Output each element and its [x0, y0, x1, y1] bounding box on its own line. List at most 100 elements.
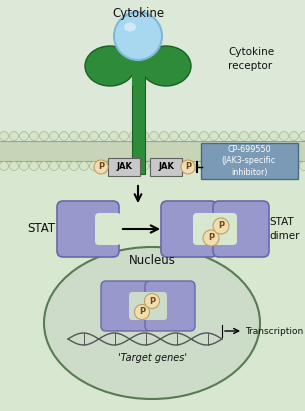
Circle shape: [80, 132, 88, 141]
Circle shape: [99, 162, 109, 171]
FancyBboxPatch shape: [211, 213, 237, 245]
Circle shape: [89, 162, 99, 171]
Circle shape: [99, 132, 109, 141]
FancyBboxPatch shape: [145, 281, 195, 331]
Text: P: P: [139, 307, 145, 316]
Text: JAK: JAK: [116, 162, 132, 171]
FancyBboxPatch shape: [129, 292, 151, 320]
Circle shape: [40, 132, 48, 141]
Circle shape: [289, 132, 299, 141]
Circle shape: [130, 162, 138, 171]
Circle shape: [70, 162, 78, 171]
Circle shape: [260, 162, 268, 171]
Text: 'Target genes': 'Target genes': [117, 353, 186, 363]
Circle shape: [220, 132, 228, 141]
Circle shape: [279, 132, 289, 141]
Circle shape: [249, 162, 259, 171]
Bar: [0, 141, 305, 161]
Circle shape: [59, 162, 69, 171]
Text: P: P: [149, 296, 155, 305]
Circle shape: [270, 162, 278, 171]
Circle shape: [279, 162, 289, 171]
Text: Nucleus: Nucleus: [129, 254, 175, 267]
Circle shape: [229, 132, 239, 141]
Circle shape: [145, 293, 160, 309]
Circle shape: [249, 132, 259, 141]
Circle shape: [120, 162, 128, 171]
Circle shape: [49, 132, 59, 141]
Circle shape: [229, 162, 239, 171]
Circle shape: [80, 162, 88, 171]
Circle shape: [120, 132, 128, 141]
Circle shape: [203, 230, 219, 246]
Circle shape: [114, 12, 162, 60]
Circle shape: [189, 132, 199, 141]
Circle shape: [59, 132, 69, 141]
FancyBboxPatch shape: [193, 213, 219, 245]
Text: Cytokine: Cytokine: [112, 7, 164, 20]
Circle shape: [30, 162, 38, 171]
Circle shape: [180, 162, 188, 171]
Circle shape: [94, 160, 108, 174]
Circle shape: [170, 162, 178, 171]
Circle shape: [30, 132, 38, 141]
Circle shape: [109, 162, 119, 171]
Text: STAT: STAT: [27, 222, 55, 236]
Circle shape: [139, 162, 149, 171]
Circle shape: [270, 132, 278, 141]
Ellipse shape: [85, 46, 135, 86]
Circle shape: [170, 132, 178, 141]
Circle shape: [239, 132, 249, 141]
Circle shape: [149, 162, 159, 171]
Circle shape: [289, 162, 299, 171]
Circle shape: [160, 132, 168, 141]
Circle shape: [130, 132, 138, 141]
Circle shape: [239, 162, 249, 171]
Text: P: P: [208, 233, 214, 242]
FancyBboxPatch shape: [150, 158, 182, 176]
Circle shape: [210, 132, 218, 141]
FancyBboxPatch shape: [108, 158, 140, 176]
Circle shape: [9, 162, 19, 171]
Bar: [132, 41, 145, 174]
FancyBboxPatch shape: [201, 143, 298, 179]
Circle shape: [213, 218, 229, 234]
Circle shape: [70, 132, 78, 141]
Ellipse shape: [44, 247, 260, 399]
Circle shape: [260, 132, 268, 141]
FancyBboxPatch shape: [95, 213, 121, 245]
Circle shape: [89, 132, 99, 141]
Circle shape: [20, 162, 28, 171]
Circle shape: [149, 132, 159, 141]
Circle shape: [300, 132, 305, 141]
Circle shape: [0, 162, 9, 171]
Circle shape: [189, 162, 199, 171]
Circle shape: [220, 162, 228, 171]
FancyBboxPatch shape: [101, 281, 151, 331]
Text: CP-699550
(JAK3-specific
inhibitor): CP-699550 (JAK3-specific inhibitor): [222, 145, 276, 177]
Ellipse shape: [141, 46, 191, 86]
FancyBboxPatch shape: [57, 201, 119, 257]
Text: P: P: [185, 162, 191, 171]
Text: Cytokine
receptor: Cytokine receptor: [228, 47, 274, 71]
Bar: [132, 36, 145, 86]
Circle shape: [9, 132, 19, 141]
Circle shape: [0, 132, 9, 141]
Bar: [0, 141, 305, 411]
Circle shape: [181, 160, 195, 174]
Text: Transcription: Transcription: [245, 326, 303, 335]
Circle shape: [139, 132, 149, 141]
Circle shape: [40, 162, 48, 171]
Circle shape: [210, 162, 218, 171]
Circle shape: [49, 162, 59, 171]
Circle shape: [199, 132, 209, 141]
Ellipse shape: [124, 23, 136, 32]
FancyBboxPatch shape: [145, 292, 167, 320]
Text: P: P: [98, 162, 104, 171]
Circle shape: [300, 162, 305, 171]
Circle shape: [135, 305, 149, 319]
Text: STAT
dimer: STAT dimer: [269, 217, 300, 240]
Text: JAK: JAK: [158, 162, 174, 171]
Text: P: P: [218, 222, 224, 231]
Circle shape: [109, 132, 119, 141]
